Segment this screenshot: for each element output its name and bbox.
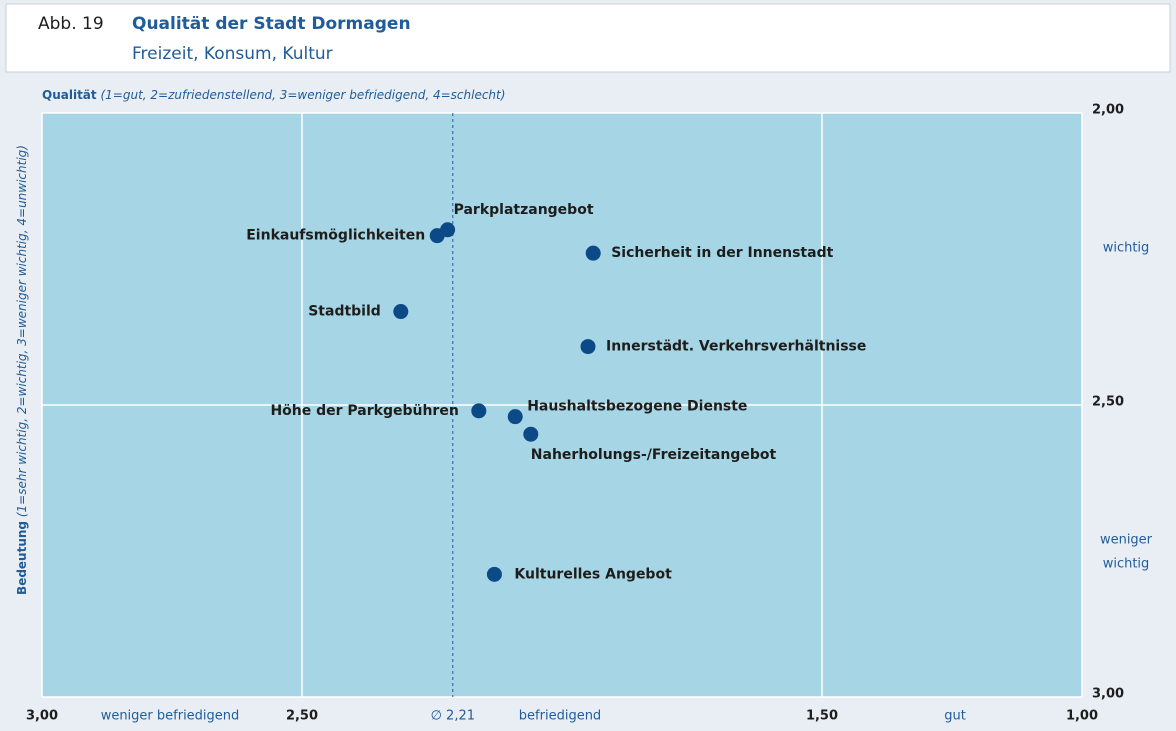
- x-tick-label: 1,00: [1066, 709, 1098, 724]
- point: [580, 339, 596, 355]
- point: [507, 409, 523, 425]
- x-scale-note: befriedigend: [519, 709, 601, 724]
- figure-number: Abb. 19: [38, 14, 104, 34]
- y-tick-label: 2,00: [1092, 103, 1124, 118]
- x-scale-note: weniger befriedigend: [101, 709, 240, 724]
- x-tick-label: 3,00: [26, 709, 58, 724]
- average-label: ∅ 2,21: [431, 709, 475, 724]
- point: [523, 426, 539, 442]
- y-scale-note: weniger: [1100, 533, 1153, 548]
- y-tick-label: 2,50: [1092, 395, 1124, 410]
- point-label: Kulturelles Angebot: [514, 566, 672, 582]
- y-axis-title-detail: (1=sehr wichtig, 2=wichtig, 3=weniger wi…: [15, 145, 29, 517]
- x-scale-note: gut: [944, 709, 966, 724]
- point-label: Einkaufsmöglichkeiten: [246, 228, 425, 244]
- header: [5, 3, 1171, 73]
- chart-subtitle: Freizeit, Konsum, Kultur: [132, 44, 333, 64]
- point: [585, 245, 601, 261]
- point-label: Sicherheit in der Innenstadt: [611, 245, 833, 261]
- point-label: Naherholungs-/Freizeitangebot: [531, 447, 777, 463]
- point-label: Stadtbild: [308, 304, 381, 320]
- point-label: Höhe der Parkgebühren: [270, 403, 458, 419]
- y-tick-label: 3,00: [1092, 687, 1124, 702]
- x-tick-label: 1,50: [806, 709, 838, 724]
- point: [471, 403, 487, 419]
- y-axis-title-name: Bedeutung: [15, 521, 29, 595]
- y-axis-title: Bedeutung (1=sehr wichtig, 2=wichtig, 3=…: [15, 145, 29, 595]
- point-label: Innerstädt. Verkehrsverhältnisse: [606, 339, 866, 355]
- point: [429, 228, 445, 244]
- x-tick-label: 2,50: [286, 709, 318, 724]
- x-axis-title: Qualität (1=gut, 2=zufriedenstellend, 3=…: [42, 88, 505, 102]
- x-axis-title-detail: (1=gut, 2=zufriedenstellend, 3=weniger b…: [100, 88, 505, 102]
- point: [393, 304, 409, 320]
- point-label: Haushaltsbezogene Dienste: [527, 399, 747, 415]
- point-label: Parkplatzangebot: [454, 202, 594, 218]
- chart-title: Qualität der Stadt Dormagen: [132, 14, 411, 34]
- y-scale-note: wichtig: [1103, 557, 1150, 572]
- y-scale-note: wichtig: [1103, 241, 1150, 256]
- point: [486, 566, 502, 582]
- x-axis-title-name: Qualität: [42, 88, 97, 102]
